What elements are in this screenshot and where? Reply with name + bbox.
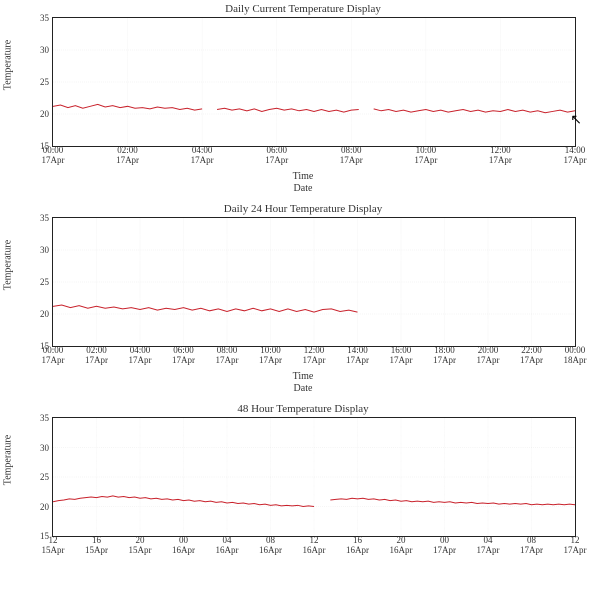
x-tick: 0816Apr xyxy=(259,536,282,556)
x-tick: 00:0018Apr xyxy=(564,346,587,366)
x-tick: 00:0017Apr xyxy=(42,146,65,166)
x-tick: 10:0017Apr xyxy=(414,146,437,166)
x-tick: 04:0017Apr xyxy=(129,346,152,366)
x-tick: 0017Apr xyxy=(433,536,456,556)
y-tick: 35 xyxy=(21,213,49,223)
x-tick: 02:0017Apr xyxy=(85,346,108,366)
data-series xyxy=(53,418,575,536)
plot-area: 152025303500:0017Apr02:0017Apr04:0017Apr… xyxy=(52,217,576,347)
x-tick: 20:0017Apr xyxy=(477,346,500,366)
y-axis-label: Temperature xyxy=(3,40,14,90)
x-tick: 04:0017Apr xyxy=(191,146,214,166)
chart-panel-0: Daily Current Temperature Display1520253… xyxy=(0,0,606,200)
x-tick: 08:0017Apr xyxy=(216,346,239,366)
x-tick: 06:0017Apr xyxy=(172,346,195,366)
x-tick: 16:0017Apr xyxy=(390,346,413,366)
x-tick: 14:0017Apr xyxy=(564,146,587,166)
x-tick: 14:0017Apr xyxy=(346,346,369,366)
x-axis-label: TimeDate xyxy=(0,371,606,394)
x-tick: 06:0017Apr xyxy=(265,146,288,166)
y-tick: 25 xyxy=(21,472,49,482)
chart-stack: Daily Current Temperature Display1520253… xyxy=(0,0,606,559)
x-tick: 10:0017Apr xyxy=(259,346,282,366)
chart-panel-1: Daily 24 Hour Temperature Display1520253… xyxy=(0,200,606,400)
plot-area: 152025303500:0017Apr02:0017Apr04:0017Apr… xyxy=(52,17,576,147)
y-tick: 25 xyxy=(21,277,49,287)
data-series xyxy=(53,218,575,346)
chart-title: Daily Current Temperature Display xyxy=(0,0,606,17)
chart-title: Daily 24 Hour Temperature Display xyxy=(0,200,606,217)
x-tick: 1217Apr xyxy=(564,536,587,556)
y-tick: 30 xyxy=(21,443,49,453)
x-tick: 0416Apr xyxy=(216,536,239,556)
x-tick: 00:0017Apr xyxy=(42,346,65,366)
x-tick: 0016Apr xyxy=(172,536,195,556)
cursor-icon: ↖ xyxy=(570,112,582,129)
x-tick: 0817Apr xyxy=(520,536,543,556)
chart-title: 48 Hour Temperature Display xyxy=(0,400,606,417)
x-tick: 12:0017Apr xyxy=(489,146,512,166)
x-tick: 22:0017Apr xyxy=(520,346,543,366)
y-tick: 20 xyxy=(21,109,49,119)
y-tick: 35 xyxy=(21,413,49,423)
y-tick: 30 xyxy=(21,245,49,255)
y-tick: 20 xyxy=(21,309,49,319)
x-tick: 02:0017Apr xyxy=(116,146,139,166)
x-tick: 18:0017Apr xyxy=(433,346,456,366)
x-tick: 2016Apr xyxy=(390,536,413,556)
y-tick: 35 xyxy=(21,13,49,23)
plot-area: 15202530351215Apr1615Apr2015Apr0016Apr04… xyxy=(52,417,576,537)
y-tick: 25 xyxy=(21,77,49,87)
x-axis-label: TimeDate xyxy=(0,171,606,194)
data-series xyxy=(53,18,575,146)
x-tick: 0417Apr xyxy=(477,536,500,556)
x-tick: 1616Apr xyxy=(346,536,369,556)
x-tick: 12:0017Apr xyxy=(303,346,326,366)
x-tick: 1615Apr xyxy=(85,536,108,556)
chart-panel-2: 48 Hour Temperature Display1520253035121… xyxy=(0,400,606,559)
x-tick: 1215Apr xyxy=(42,536,65,556)
y-tick: 20 xyxy=(21,502,49,512)
x-tick: 08:0017Apr xyxy=(340,146,363,166)
x-tick: 2015Apr xyxy=(129,536,152,556)
y-axis-label: Temperature xyxy=(3,240,14,290)
y-axis-label: Temperature xyxy=(3,435,14,485)
x-tick: 1216Apr xyxy=(303,536,326,556)
y-tick: 30 xyxy=(21,45,49,55)
